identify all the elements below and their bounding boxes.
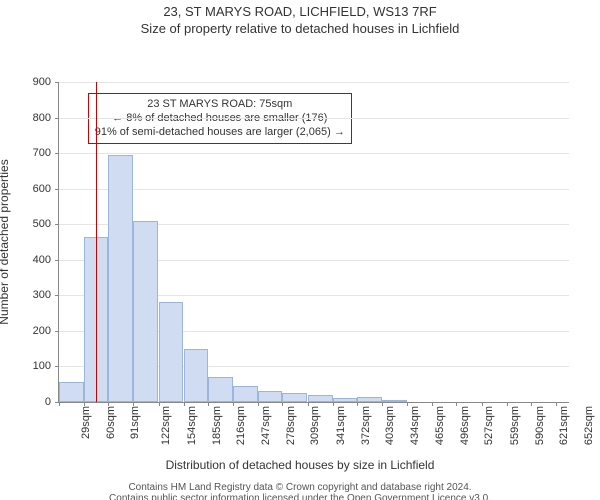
histogram-bar [357,397,382,402]
x-tick-label: 341sqm [335,406,347,445]
histogram-bar [59,382,84,402]
histogram-bar [282,393,307,402]
x-tick-label: 29sqm [80,406,92,439]
y-tick-label: 100 [33,360,51,372]
x-tick [556,402,557,406]
y-tick [55,366,59,367]
footer-line-2: Contains public sector information licen… [0,493,600,500]
x-tick [258,402,259,406]
x-tick-label: 185sqm [211,406,223,445]
plot-area: 23 ST MARYS ROAD: 75sqm ← 8% of detached… [58,82,569,403]
y-tick [55,82,59,83]
x-tick [407,402,408,406]
y-tick-label: 500 [33,218,51,230]
x-tick [233,402,234,406]
x-tick-label: 154sqm [186,406,198,445]
x-tick-label: 91sqm [130,406,142,439]
histogram-bar [233,386,258,402]
x-tick [432,402,433,406]
y-tick-label: 900 [33,76,51,88]
x-tick [108,402,109,406]
y-tick-label: 200 [33,325,51,337]
x-tick [59,402,60,406]
histogram-bar [133,221,158,402]
y-tick-label: 700 [33,147,51,159]
x-tick-label: 434sqm [409,406,421,445]
x-tick-label: 559sqm [509,406,521,445]
grid-line [59,189,569,190]
x-tick [357,402,358,406]
y-axis-label: Number of detached properties [0,159,11,324]
x-tick-label: 60sqm [105,406,117,439]
x-tick [133,402,134,406]
x-tick [531,402,532,406]
y-tick [55,118,59,119]
histogram-bar [308,395,333,402]
y-tick [55,153,59,154]
x-tick [333,402,334,406]
x-tick-label: 372sqm [360,406,372,445]
histogram-bar [208,377,233,402]
y-tick-label: 600 [33,183,51,195]
page-title: 23, ST MARYS ROAD, LICHFIELD, WS13 7RF [0,4,600,19]
page-subtitle: Size of property relative to detached ho… [0,21,600,36]
x-tick-label: 590sqm [534,406,546,445]
histogram-bar [108,155,133,402]
x-tick-label: 216sqm [235,406,247,445]
grid-line [59,82,569,83]
footer-credits: Contains HM Land Registry data © Crown c… [0,482,600,500]
x-tick-label: 278sqm [285,406,297,445]
histogram-bar [159,302,184,402]
histogram-bar [184,349,209,402]
x-tick [456,402,457,406]
x-tick [482,402,483,406]
x-tick-label: 122sqm [160,406,172,445]
x-tick [308,402,309,406]
x-tick-label: 621sqm [559,406,571,445]
marker-line [96,82,97,402]
y-tick-label: 300 [33,289,51,301]
y-tick-label: 400 [33,254,51,266]
x-tick-label: 465sqm [434,406,446,445]
x-tick-label: 309sqm [310,406,322,445]
grid-line [59,118,569,119]
histogram-bar [333,398,358,402]
y-tick [55,224,59,225]
x-tick [208,402,209,406]
x-tick [159,402,160,406]
x-tick [282,402,283,406]
x-tick [184,402,185,406]
x-tick-label: 496sqm [459,406,471,445]
x-tick-label: 652sqm [583,406,595,445]
y-tick [55,260,59,261]
y-tick [55,331,59,332]
x-tick-label: 527sqm [484,406,496,445]
x-tick [84,402,85,406]
y-tick [55,295,59,296]
histogram-bar [382,400,407,402]
x-tick [382,402,383,406]
y-tick-label: 800 [33,112,51,124]
x-tick [507,402,508,406]
histogram-bar [258,391,283,402]
histogram-chart: Number of detached properties 23 ST MARY… [0,36,600,500]
y-tick-label: 0 [45,396,51,408]
y-tick [55,189,59,190]
annotation-line-3: 91% of semi-detached houses are larger (… [95,125,345,139]
annotation-line-1: 23 ST MARYS ROAD: 75sqm [95,97,345,111]
grid-line [59,153,569,154]
x-tick-label: 403sqm [385,406,397,445]
x-tick-label: 247sqm [260,406,272,445]
x-axis-label: Distribution of detached houses by size … [0,458,600,472]
footer-line-1: Contains HM Land Registry data © Crown c… [0,482,600,493]
